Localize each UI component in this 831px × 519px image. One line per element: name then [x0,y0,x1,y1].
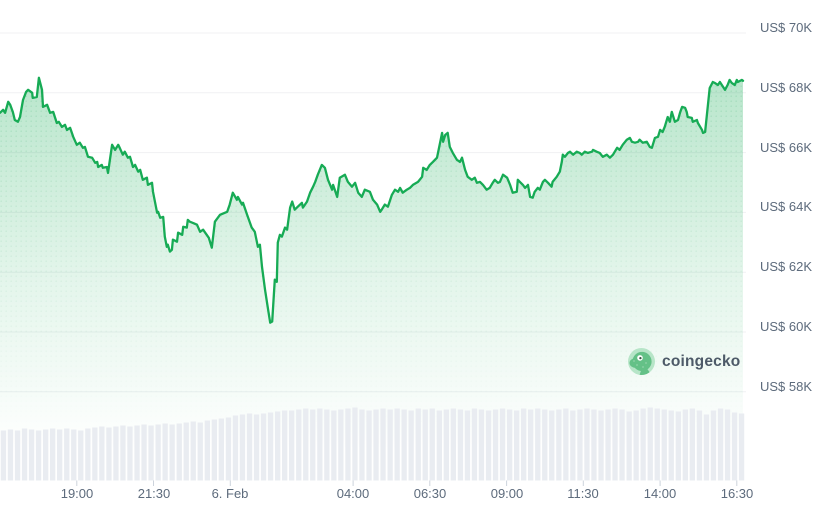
y-axis-label: US$ 62K [760,259,813,274]
x-axis-label: 6. Feb [211,486,249,501]
y-axis-label: US$ 58K [760,379,813,394]
x-axis-label: 14:00 [643,486,677,501]
x-axis-label: 11:30 [567,486,599,501]
y-axis-label: US$ 60K [760,319,813,334]
x-axis-label: 04:00 [336,486,370,501]
x-axis-label: 19:00 [60,486,94,501]
x-axis-label: 21:30 [137,486,171,501]
y-axis-label: US$ 68K [760,80,813,95]
x-axis-label: 06:30 [413,486,447,501]
price-area [0,77,743,456]
y-axis-label: US$ 66K [760,140,813,155]
price-line [0,76,745,324]
volume-bars [0,407,745,481]
coingecko-logo-icon [628,348,655,375]
x-axis-ticks [76,480,738,486]
coingecko-wordmark: coingecko [662,352,741,370]
y-axis-label: US$ 70K [760,20,813,35]
y-axis-label: US$ 64K [760,199,813,214]
x-axis-label: 16:30 [720,486,754,501]
coingecko-watermark: coingecko [628,348,740,375]
x-axis-label: 09:00 [490,486,524,501]
